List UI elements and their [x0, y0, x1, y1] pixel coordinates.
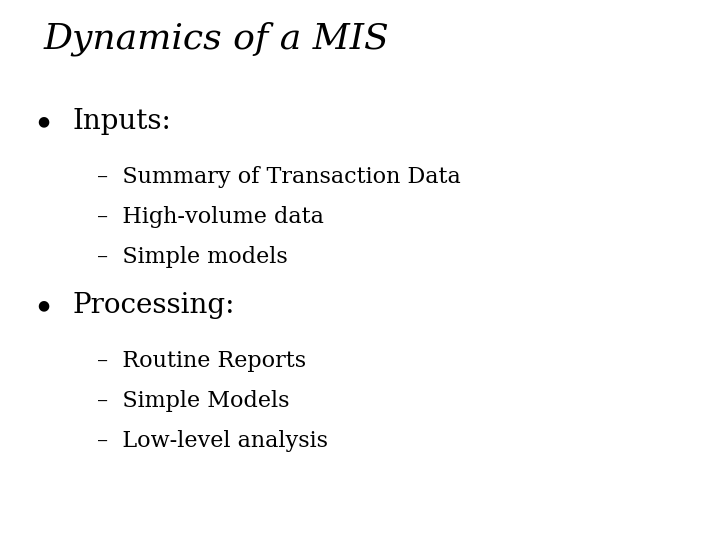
Text: ●: ● [37, 114, 49, 129]
Text: –  Simple Models: – Simple Models [97, 390, 289, 411]
Text: Inputs:: Inputs: [72, 108, 171, 135]
Text: –  Routine Reports: – Routine Reports [97, 350, 306, 372]
Text: ●: ● [37, 298, 49, 312]
Text: –  Simple models: – Simple models [97, 246, 288, 268]
Text: Dynamics of a MIS: Dynamics of a MIS [43, 22, 389, 56]
Text: –  Low-level analysis: – Low-level analysis [97, 430, 328, 451]
Text: –  Summary of Transaction Data: – Summary of Transaction Data [97, 166, 461, 188]
Text: –  High-volume data: – High-volume data [97, 206, 324, 228]
Text: Processing:: Processing: [72, 292, 235, 319]
